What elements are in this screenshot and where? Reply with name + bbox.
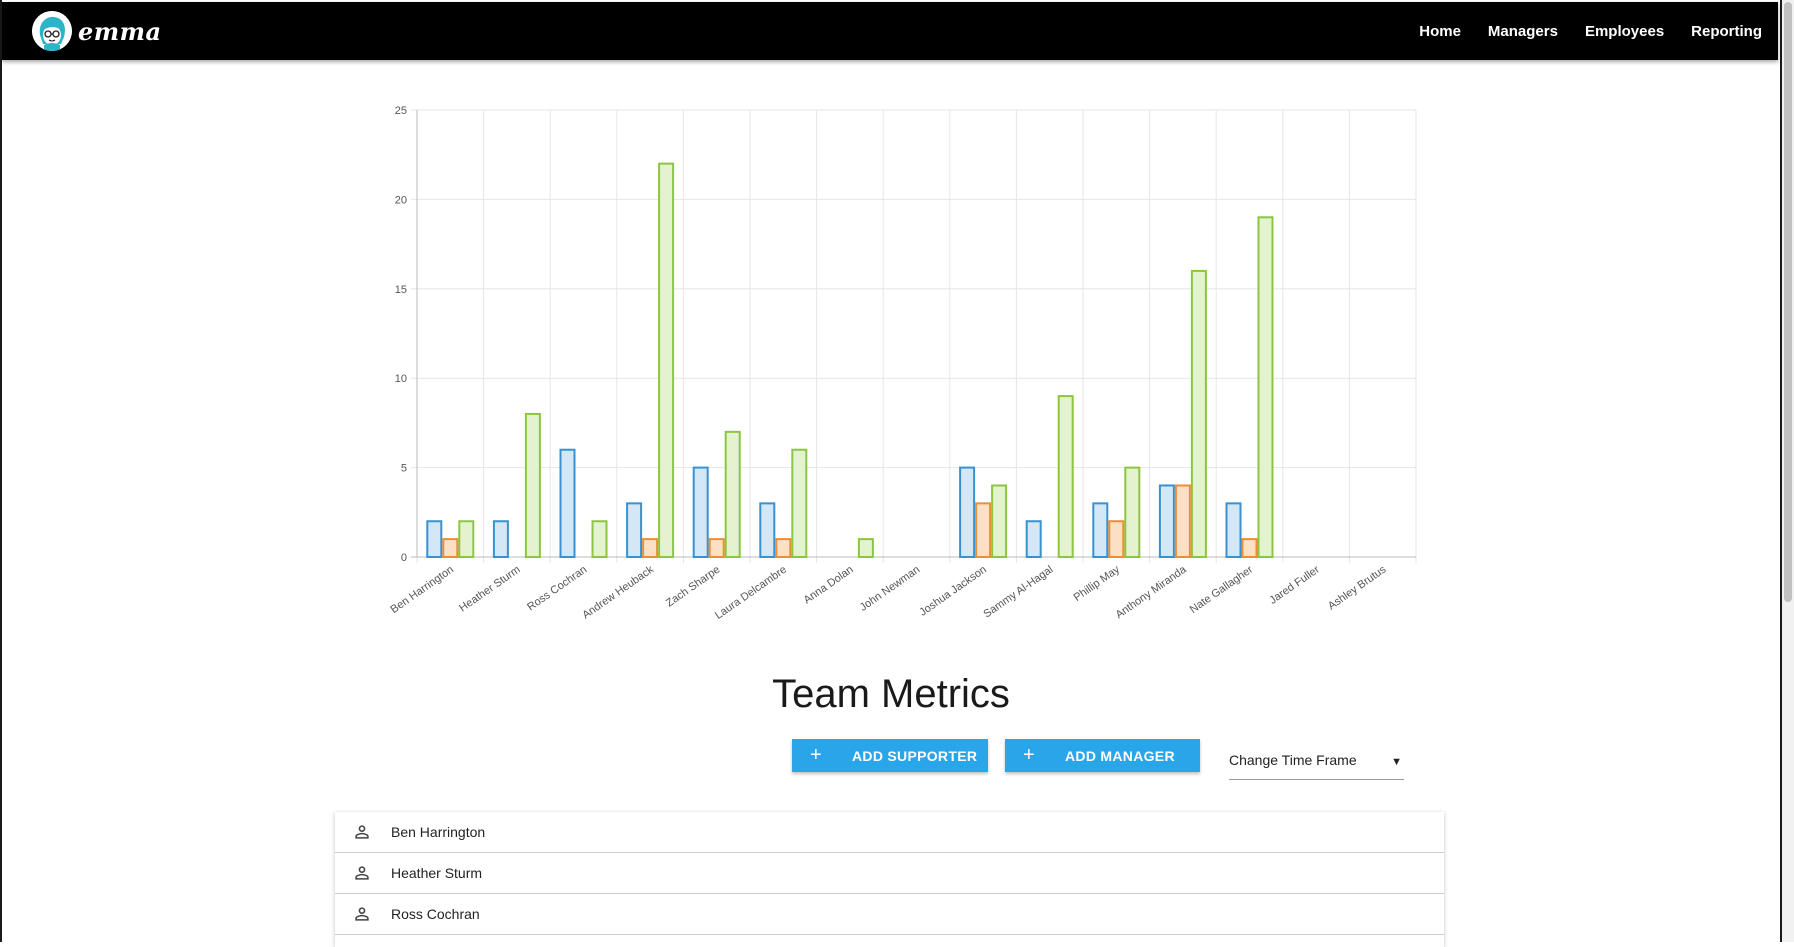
y-tick-label: 5 [401,463,407,475]
member-name: Ross Cochran [391,906,480,922]
x-tick-label: Laura Delcambre [713,564,789,622]
x-tick-label: Andrew Heuback [580,563,656,621]
bar [959,466,976,559]
add-manager-button[interactable]: + ADD MANAGER [1005,739,1200,772]
bar [975,502,992,558]
logo-text: emma [78,16,162,46]
time-frame-select[interactable]: Change Time Frame ▼ [1229,746,1404,780]
bar [1092,502,1109,558]
member-row-ben-harrington[interactable]: Ben Harrington [335,812,1444,853]
x-tick-label: Zach Sharpe [664,564,722,610]
y-tick-label: 10 [395,373,407,385]
bar [642,538,659,558]
x-tick-label: Jared Fuller [1267,563,1322,606]
bar [426,520,443,558]
time-frame-label: Change Time Frame [1229,752,1357,768]
bar [1158,484,1175,559]
nav-employees[interactable]: Employees [1584,22,1665,40]
bar [442,538,459,558]
member-name: Heather Sturm [391,865,483,881]
bar [1174,484,1191,559]
team-member-list: Ben Harrington Heather Sturm Ross Cochra… [335,812,1444,947]
top-navbar: emma Home Managers Employees Reporting [2,2,1778,60]
bar [775,538,792,558]
scrollbar-thumb[interactable] [1784,2,1792,602]
x-tick-label: Ashley Brutus [1326,563,1389,612]
bar [724,430,741,558]
bar [458,520,475,558]
plus-icon: + [1023,744,1035,766]
x-tick-label: Sammy Al-Hagal [981,564,1055,621]
bar [492,520,509,558]
bar [1124,466,1141,559]
bar [708,538,725,558]
x-tick-label: John Newman [858,564,922,614]
bar [991,484,1008,559]
member-row-heather-sturm[interactable]: Heather Sturm [335,853,1444,894]
emma-logo-icon [32,11,72,51]
bar [791,448,808,558]
bar [626,502,643,558]
bar [1108,520,1125,558]
x-tick-label: Ross Cochran [525,564,589,614]
page-title: Team Metrics [772,672,1010,716]
member-row-ross-cochran[interactable]: Ross Cochran [335,894,1444,935]
bar [692,466,709,559]
person-outline-icon [355,866,369,880]
bar [1241,538,1258,558]
x-tick-label: Joshua Jackson [917,564,989,619]
add-supporter-label: ADD SUPPORTER [852,747,978,764]
x-tick-label: Anthony Miranda [1114,563,1190,621]
y-tick-label: 0 [401,552,407,564]
y-tick-label: 15 [395,284,407,296]
bar [658,162,675,558]
bar [1190,269,1207,558]
bar [591,520,608,558]
page-scrollbar[interactable] [1782,0,1794,942]
x-tick-label: Anna Dolan [802,564,856,607]
person-outline-icon [355,907,369,921]
nav-home[interactable]: Home [1419,22,1461,40]
x-tick-label: Heather Sturm [457,564,522,615]
add-manager-label: ADD MANAGER [1065,747,1175,764]
bar [1025,520,1042,558]
x-tick-label: Nate Gallagher [1188,563,1256,615]
dropdown-arrow-icon: ▼ [1391,756,1402,768]
bar [1057,395,1074,558]
bar [559,448,576,558]
plus-icon: + [810,744,822,766]
member-name: Ben Harrington [391,824,486,840]
y-tick-label: 20 [395,194,407,206]
y-tick-label: 25 [395,105,407,117]
bar [1225,502,1242,558]
x-tick-label: Phillip May [1072,563,1123,604]
bar [759,502,776,558]
home-logo-link[interactable]: emma [32,11,162,51]
x-tick-label: Ben Harrington [389,564,457,616]
bar [857,538,874,558]
nav-managers[interactable]: Managers [1487,22,1558,40]
person-outline-icon [355,825,369,839]
nav-links: Home Managers Employees Reporting [1392,23,1762,40]
bar [1257,216,1274,558]
add-supporter-button[interactable]: + ADD SUPPORTER [792,739,988,772]
nav-reporting[interactable]: Reporting [1691,22,1762,40]
bar [524,412,541,558]
team-metrics-bar-chart: 0 5 10 15 20 25 Ben Harrington Heather Sturm Ros… [389,105,1417,622]
